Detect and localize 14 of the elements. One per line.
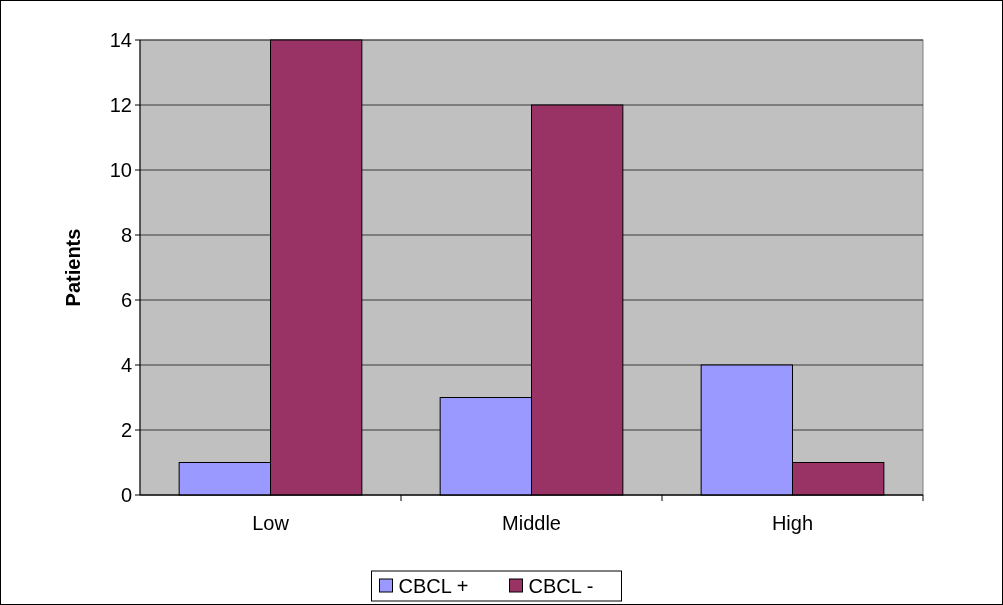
y-tick-label: 14 <box>109 29 132 51</box>
y-tick-label: 12 <box>109 94 132 116</box>
y-tick-label: 4 <box>120 354 132 376</box>
y-tick-label: 8 <box>120 224 132 246</box>
y-tick-label: 0 <box>120 484 132 506</box>
y-tick-label: 6 <box>120 289 132 311</box>
legend-label: CBCL - <box>528 575 594 597</box>
y-tick-label: 10 <box>109 159 132 181</box>
x-tick-label: Middle <box>502 512 561 534</box>
y-tick-label: 2 <box>120 419 132 441</box>
legend-label: CBCL + <box>398 575 469 597</box>
x-tick-label: Low <box>252 512 290 534</box>
y-axis-title: Patients <box>62 228 84 307</box>
x-tick-label: High <box>771 512 814 534</box>
